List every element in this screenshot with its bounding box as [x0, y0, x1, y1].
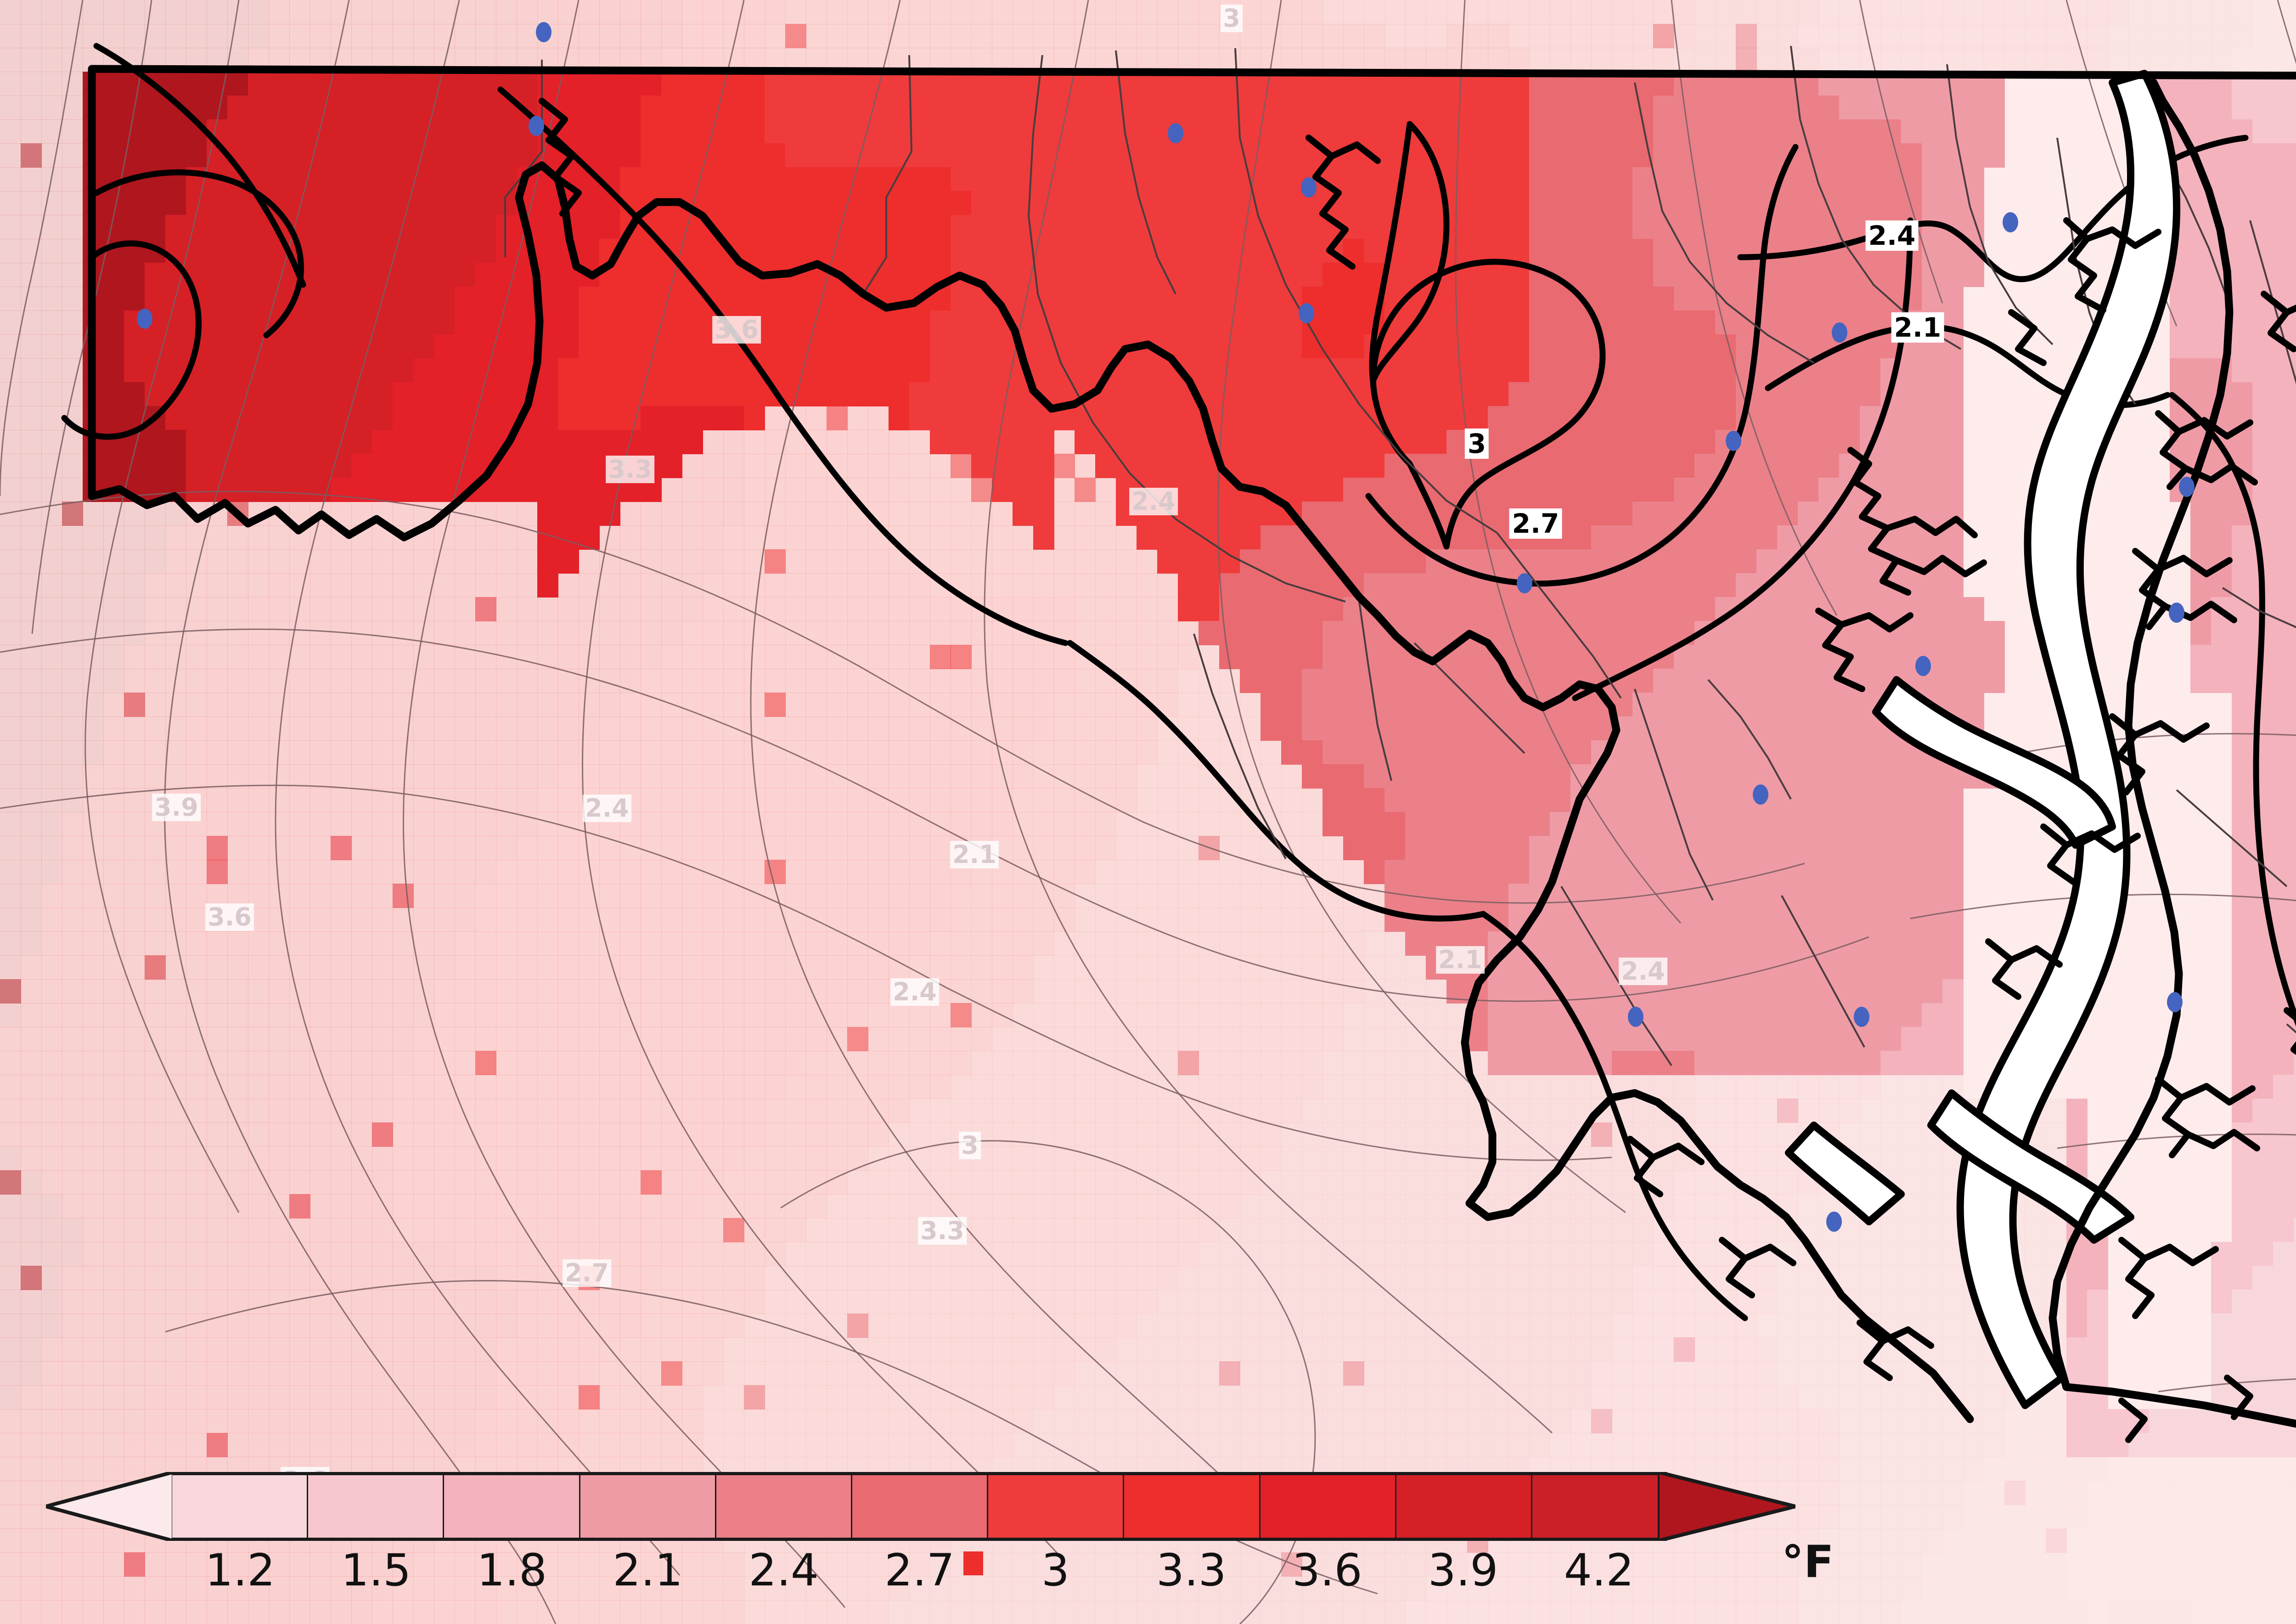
colorbar-tick-2.4: 2.4 — [748, 1545, 819, 1596]
station-marker-2[interactable] — [1168, 123, 1183, 143]
station-marker-15[interactable] — [1628, 1007, 1643, 1027]
colorbar-tick-1.8: 1.8 — [477, 1545, 547, 1596]
station-marker-10[interactable] — [2179, 477, 2195, 497]
colorbar-tick-2.1: 2.1 — [613, 1545, 683, 1596]
station-marker-12[interactable] — [2169, 603, 2184, 623]
station-marker-0[interactable] — [137, 309, 152, 329]
contour-label-faint-0: 3 — [1221, 5, 1243, 32]
contour-label-faint-1: 3.6 — [712, 316, 761, 344]
station-marker-17[interactable] — [2167, 992, 2183, 1012]
contour-label-2: 3 — [1465, 429, 1489, 459]
contour-label-faint-12: 3 — [959, 1132, 981, 1159]
colorbar-segment-4 — [716, 1475, 852, 1538]
station-marker-3[interactable] — [1301, 177, 1317, 197]
colorbar: 1.2 1.5 1.8 2.1 2.4 2.7 3 3.3 3.6 3.9 4.2 — [46, 1472, 1667, 1541]
station-marker-18[interactable] — [1826, 1212, 1842, 1232]
colorbar-tick-1.2: 1.2 — [205, 1545, 276, 1596]
station-marker-22[interactable] — [536, 22, 551, 42]
contour-label-faint-6: 3.6 — [205, 903, 254, 931]
station-marker-4[interactable] — [1299, 303, 1314, 323]
contour-label-faint-11: 2.4 — [1619, 958, 1667, 985]
colorbar-segment-6 — [988, 1475, 1124, 1538]
colorbar-tick-4.2: 4.2 — [1564, 1545, 1634, 1596]
colorbar-segment-7 — [1124, 1475, 1260, 1538]
temperature-change-map: 2.4 2.1 3 2.7 3 3.6 3.3 2.4 3 3.9 3.6 2.4 2.1 2.4 2.1… — [0, 0, 2296, 1624]
contour-label-3: 2.7 — [1509, 508, 1562, 539]
contour-label-faint-9: 2.4 — [890, 978, 939, 1006]
colorbar-segment-0 — [172, 1475, 308, 1538]
colorbar-tick-3.3: 3.3 — [1156, 1545, 1227, 1596]
contour-label-faint-14: 2.7 — [563, 1259, 611, 1287]
station-marker-1[interactable] — [529, 116, 544, 136]
colorbar-under-arrow — [46, 1472, 174, 1541]
colorbar-tick-3.6: 3.6 — [1292, 1545, 1362, 1596]
colorbar-segment-1 — [308, 1475, 444, 1538]
station-marker-5[interactable] — [1517, 573, 1532, 593]
colorbar-tick-1.5: 1.5 — [341, 1545, 411, 1596]
colorbar-over-arrow — [1658, 1472, 1795, 1541]
contour-label-faint-13: 3.3 — [918, 1217, 967, 1245]
station-marker-11[interactable] — [1915, 656, 1931, 676]
colorbar-tick-2.7: 2.7 — [884, 1545, 955, 1596]
contour-label-faint-10: 2.1 — [1436, 946, 1485, 974]
contour-label-faint-2: 3.3 — [606, 456, 654, 483]
contour-label-1: 2.1 — [1891, 312, 1944, 343]
colorbar-segment-10 — [1532, 1475, 1667, 1538]
colorbar-segment-2 — [444, 1475, 580, 1538]
station-marker-14[interactable] — [1753, 784, 1768, 805]
colorbar-segment-9 — [1396, 1475, 1532, 1538]
station-marker-16[interactable] — [1854, 1007, 1869, 1027]
station-marker-6[interactable] — [1726, 431, 1741, 451]
contour-label-faint-8: 2.1 — [950, 841, 999, 868]
contour-label-faint-5: 3.9 — [152, 794, 201, 821]
colorbar-segment-5 — [852, 1475, 988, 1538]
colorbar-segments — [172, 1472, 1667, 1541]
colorbar-unit-label: °F — [1782, 1536, 1834, 1588]
contour-label-faint-7: 2.4 — [583, 795, 631, 822]
background-contour-lines — [0, 0, 2296, 1624]
colorbar-tick-3: 3 — [1041, 1545, 1069, 1596]
colorbar-segment-3 — [580, 1475, 716, 1538]
station-marker-7[interactable] — [1832, 322, 1847, 343]
station-marker-8[interactable] — [2003, 212, 2018, 232]
colorbar-segment-8 — [1261, 1475, 1396, 1538]
contour-label-0: 2.4 — [1866, 220, 1919, 251]
contour-label-faint-3: 2.4 — [1129, 488, 1178, 515]
stray-data-pixel — [963, 1551, 983, 1575]
colorbar-tick-3.9: 3.9 — [1428, 1545, 1498, 1596]
